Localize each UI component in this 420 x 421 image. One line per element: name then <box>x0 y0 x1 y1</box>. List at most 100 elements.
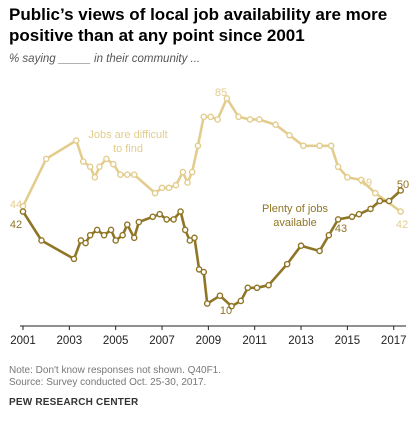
data-point <box>300 142 307 150</box>
data-point <box>42 155 50 163</box>
x-tick-label: 2003 <box>57 335 83 347</box>
x-tick-label: 2007 <box>149 335 175 347</box>
data-point <box>110 160 117 168</box>
x-tick-label: 2011 <box>242 335 267 347</box>
series-label-plenty-line1: Plenty of jobs <box>262 203 329 215</box>
value-label-difficult-2016: 49 <box>360 177 372 189</box>
data-point <box>184 179 191 186</box>
series-label-difficult-line2: to find <box>113 143 143 155</box>
data-point <box>334 163 342 171</box>
data-point <box>96 163 103 171</box>
data-point <box>344 174 351 181</box>
data-point <box>186 237 194 244</box>
data-point <box>385 197 393 205</box>
data-point <box>244 284 252 292</box>
data-point <box>272 121 279 129</box>
data-point <box>316 142 323 150</box>
data-point <box>191 234 198 242</box>
data-point <box>195 266 203 273</box>
data-point <box>316 247 323 255</box>
data-point <box>397 208 404 215</box>
data-point <box>200 113 208 121</box>
data-point <box>158 184 166 192</box>
x-tick-label: 2013 <box>288 335 314 347</box>
data-point <box>181 226 189 234</box>
data-point <box>79 158 87 165</box>
data-point <box>151 189 159 197</box>
series-label-difficult-line1: Jobs are difficult <box>88 129 167 141</box>
data-point <box>77 237 85 244</box>
chart-subtitle: % saying _____ in their community ... <box>9 53 201 65</box>
data-point <box>376 197 384 205</box>
data-point <box>286 131 293 139</box>
value-label-difficult-end: 42 <box>396 219 408 231</box>
data-point <box>283 260 291 268</box>
data-point <box>256 116 263 123</box>
data-point <box>367 205 374 213</box>
data-point <box>103 155 110 163</box>
data-point <box>117 171 124 178</box>
value-label-plenty-end: 50 <box>397 179 409 191</box>
data-point <box>200 268 208 276</box>
data-point <box>130 171 138 178</box>
data-point <box>228 302 235 310</box>
data-point <box>38 237 45 244</box>
data-point <box>237 297 245 305</box>
series-line-plenty <box>21 189 402 308</box>
series-layer <box>19 95 404 310</box>
data-point <box>123 171 131 178</box>
value-label-plenty-low: 10 <box>220 305 232 317</box>
data-point <box>135 218 143 226</box>
data-point <box>223 95 231 102</box>
brand-footer: PEW RESEARCH CENTER <box>9 397 139 408</box>
data-point <box>188 168 196 176</box>
data-point <box>130 234 138 242</box>
data-point <box>334 216 342 223</box>
data-point <box>265 281 272 289</box>
data-point <box>253 284 261 292</box>
x-tick-label: 2017 <box>381 335 407 347</box>
data-point <box>119 231 126 239</box>
data-point <box>100 231 108 239</box>
data-point <box>123 221 131 228</box>
data-point <box>86 231 94 239</box>
data-point <box>297 242 305 250</box>
data-point <box>112 237 119 244</box>
data-point <box>348 213 356 221</box>
data-point <box>93 226 101 234</box>
data-point <box>177 208 184 215</box>
data-point <box>107 226 115 234</box>
data-point <box>82 239 89 247</box>
data-point <box>156 210 164 218</box>
data-point <box>357 176 365 184</box>
value-label-plenty-2016: 43 <box>335 223 347 235</box>
x-tick-label: 2005 <box>103 335 129 347</box>
data-point <box>246 116 254 123</box>
source-text: Source: Survey conducted Oct. 25-30, 201… <box>9 377 207 388</box>
data-point <box>355 210 363 218</box>
data-point <box>19 208 27 215</box>
x-tick-label: 2001 <box>10 335 36 347</box>
data-point <box>70 255 78 263</box>
data-point <box>194 142 202 150</box>
chart-title: Public’s views of local job availability… <box>9 5 388 45</box>
data-point <box>214 116 221 123</box>
data-point <box>172 181 180 189</box>
data-point <box>170 216 177 223</box>
labels-layer: 44 85 49 42 42 10 43 50 Jobs are difficult to fin… <box>10 87 409 317</box>
value-label-plenty-start: 42 <box>10 219 22 231</box>
x-tick-label: 2009 <box>196 335 222 347</box>
data-point <box>371 189 379 197</box>
data-point <box>91 174 99 181</box>
data-point <box>163 216 170 223</box>
series-label-plenty-line2: available <box>273 217 316 229</box>
data-point <box>86 163 94 171</box>
data-point <box>216 292 224 299</box>
value-label-difficult-start: 44 <box>10 199 22 211</box>
x-tick-label: 2015 <box>335 335 361 347</box>
data-point <box>235 113 242 121</box>
data-point <box>165 184 173 192</box>
data-point <box>203 300 211 307</box>
data-point <box>72 137 80 144</box>
